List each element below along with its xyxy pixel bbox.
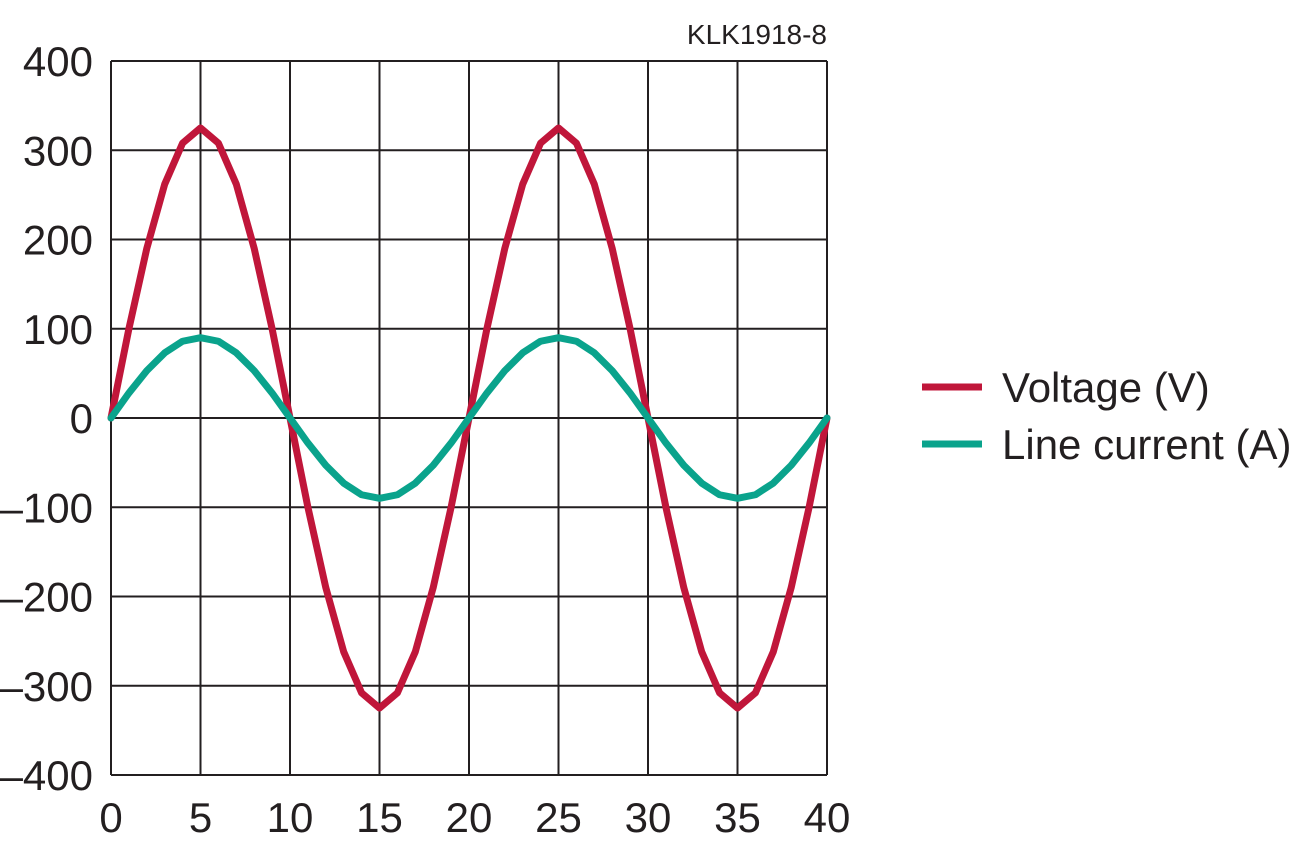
x-axis-ticks: 0 5 10 15 20 25 30 35 40	[99, 794, 850, 841]
y-tick-label: 300	[23, 127, 93, 174]
y-tick-label: –300	[0, 663, 93, 710]
y-tick-label: –200	[0, 574, 93, 621]
x-tick-label: 5	[189, 794, 212, 841]
x-tick-label: 30	[625, 794, 672, 841]
y-tick-label: 200	[23, 217, 93, 264]
x-tick-label: 35	[714, 794, 761, 841]
x-tick-label: 15	[356, 794, 403, 841]
legend: Voltage (V) Line current (A)	[922, 364, 1291, 468]
x-tick-label: 40	[804, 794, 851, 841]
y-tick-label: –400	[0, 752, 93, 799]
line-current-line	[107, 334, 831, 502]
legend-label: Voltage (V)	[1002, 364, 1210, 411]
y-tick-label: 100	[23, 306, 93, 353]
y-axis-ticks: 400 300 200 100 0 –100 –200 –300 –400	[0, 38, 93, 799]
x-tick-label: 20	[446, 794, 493, 841]
y-tick-label: –100	[0, 484, 93, 531]
figure-code: KLK1918-8	[687, 19, 827, 50]
y-tick-label: 0	[70, 395, 93, 442]
legend-item-line-current: Line current (A)	[922, 421, 1291, 468]
series-group	[107, 124, 831, 712]
x-tick-label: 25	[535, 794, 582, 841]
legend-item-voltage: Voltage (V)	[922, 364, 1210, 411]
x-tick-label: 0	[99, 794, 122, 841]
legend-label: Line current (A)	[1002, 421, 1291, 468]
y-tick-label: 400	[23, 38, 93, 85]
x-tick-label: 10	[267, 794, 314, 841]
